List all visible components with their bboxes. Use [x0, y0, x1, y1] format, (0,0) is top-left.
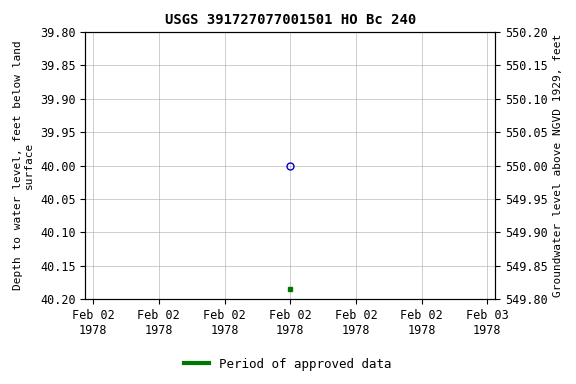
- Legend: Period of approved data: Period of approved data: [179, 353, 397, 376]
- Y-axis label: Groundwater level above NGVD 1929, feet: Groundwater level above NGVD 1929, feet: [554, 34, 563, 297]
- Title: USGS 391727077001501 HO Bc 240: USGS 391727077001501 HO Bc 240: [165, 13, 416, 27]
- Y-axis label: Depth to water level, feet below land
surface: Depth to water level, feet below land su…: [13, 41, 35, 290]
